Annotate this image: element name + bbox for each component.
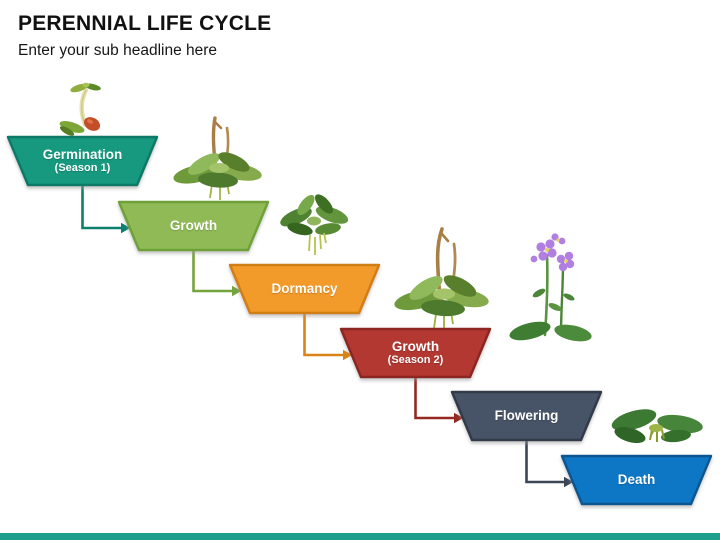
bottom-accent-bar: [0, 533, 720, 540]
stage-shape-growth: [117, 200, 270, 252]
dead-plant-illustration: [611, 409, 703, 444]
stage-shape-flowering: [450, 390, 603, 442]
page-title: PERENNIAL LIFE CYCLE: [18, 12, 272, 35]
arrow-germination-to-growth: [81, 185, 131, 234]
stage-shape-germination: [6, 135, 159, 187]
young-plant-illustration: [280, 194, 349, 255]
flowering-plant-illustration: [509, 233, 592, 342]
seedling-rosette-illustration: [173, 116, 262, 200]
slide-header: PERENNIAL LIFE CYCLE Enter your sub head…: [18, 12, 271, 60]
arrow-flowering-to-death: [525, 440, 574, 488]
mature-rosette-illustration: [394, 227, 489, 330]
arrow-dormancy-to-growth2: [303, 313, 353, 361]
arrow-growth2-to-flowering: [414, 377, 464, 424]
stage-shape-death: [560, 454, 713, 506]
page-subtitle: Enter your sub headline here: [18, 42, 218, 59]
stage-shape-growth-season2: [339, 327, 492, 379]
sprouting-seed-illustration: [59, 82, 101, 136]
arrow-growth-to-dormancy: [192, 250, 242, 297]
stage-shape-dormancy: [228, 263, 381, 315]
